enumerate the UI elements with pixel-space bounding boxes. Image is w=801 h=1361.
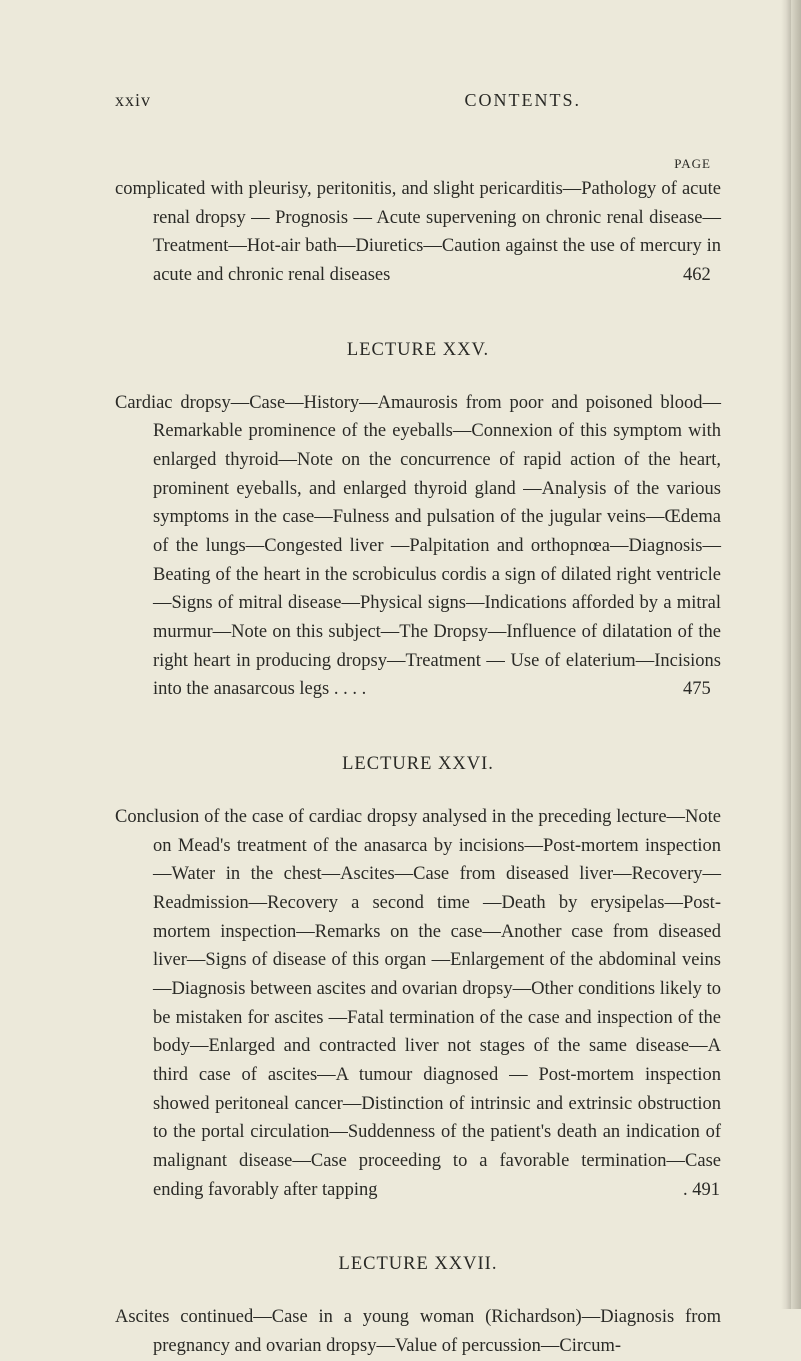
lecture-xxvi-content: Conclusion of the case of cardiac dropsy…: [115, 807, 721, 1200]
lecture-xxvii-block: LECTURE XXVII. Ascites continued—Case in…: [115, 1254, 721, 1360]
lecture-xxvii-heading: LECTURE XXVII.: [115, 1254, 721, 1275]
page-number: xxiv: [115, 90, 151, 111]
entry-continuation-text: complicated with pleurisy, peritonitis, …: [115, 175, 721, 290]
page-container: xxiv CONTENTS. PAGE complicated with ple…: [0, 0, 801, 1309]
lecture-xxv-text: Cardiac dropsy—Case—History—Amaurosis fr…: [115, 389, 721, 704]
entry-continuation: complicated with pleurisy, peritonitis, …: [115, 175, 721, 290]
header-row: xxiv CONTENTS.: [115, 90, 721, 111]
lecture-xxvii-content: Ascites continued—Case in a young woman …: [115, 1307, 721, 1356]
right-shadow: [786, 0, 801, 1309]
lecture-xxvii-text: Ascites continued—Case in a young woman …: [115, 1303, 721, 1360]
lecture-xxv-block: LECTURE XXV. Cardiac dropsy—Case—History…: [115, 340, 721, 704]
page-label: PAGE: [115, 156, 711, 172]
lecture-xxv-content: Cardiac dropsy—Case—History—Amaurosis fr…: [115, 393, 721, 700]
lecture-xxvi-heading: LECTURE XXVI.: [115, 754, 721, 775]
contents-title: CONTENTS.: [465, 90, 582, 111]
lecture-xxv-heading: LECTURE XXV.: [115, 340, 721, 361]
entry-text-content: complicated with pleurisy, peritonitis, …: [115, 179, 721, 285]
lecture-xxvi-text: Conclusion of the case of cardiac dropsy…: [115, 803, 721, 1204]
lecture-xxvi-block: LECTURE XXVI. Conclusion of the case of …: [115, 754, 721, 1204]
